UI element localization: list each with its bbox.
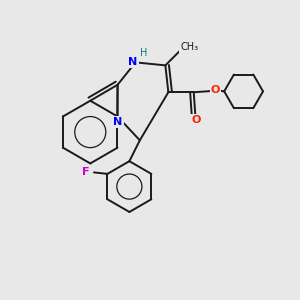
Text: N: N: [113, 117, 123, 127]
Text: CH₃: CH₃: [180, 42, 198, 52]
Text: H: H: [140, 48, 148, 58]
Text: N: N: [128, 57, 138, 67]
Text: O: O: [191, 115, 200, 125]
Text: F: F: [82, 167, 89, 177]
Text: O: O: [211, 85, 220, 95]
